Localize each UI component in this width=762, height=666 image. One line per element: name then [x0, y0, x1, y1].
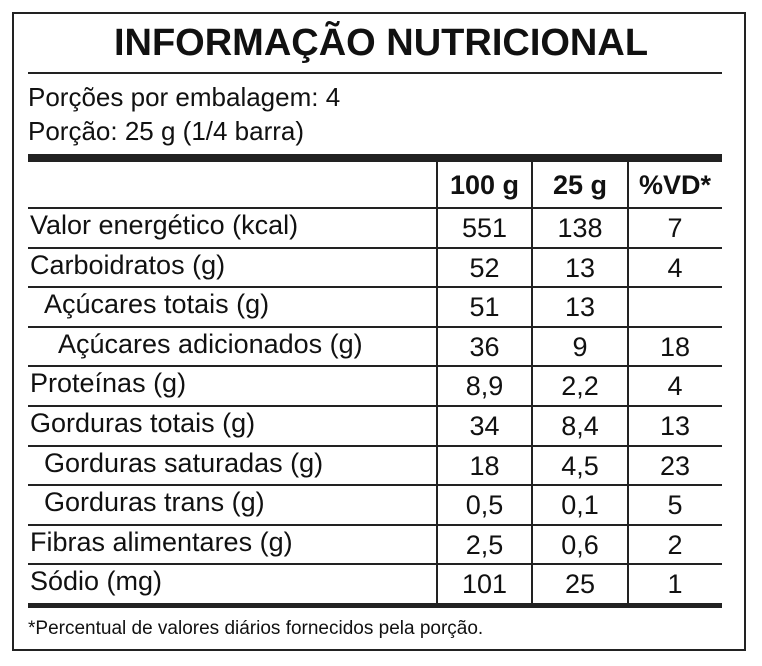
- nutrient-value: 23: [659, 450, 691, 481]
- nutrient-value: 4: [667, 371, 683, 402]
- col-line: [436, 162, 438, 604]
- nutrient-value: 4: [667, 252, 683, 283]
- col-line: [627, 162, 629, 604]
- nutrient-value: 9: [572, 331, 588, 362]
- nutrient-label: Gorduras totais (g): [30, 408, 256, 438]
- nutrient-label: Açúcares totais (g): [44, 289, 270, 320]
- nutrient-label: Açúcares adicionados (g): [58, 328, 363, 359]
- row-line: [28, 286, 722, 289]
- nutrient-value: 51: [469, 292, 500, 323]
- nutrient-value: 2: [667, 529, 683, 560]
- nutrient-value: 0,5: [465, 490, 504, 521]
- row-line: [28, 444, 722, 447]
- col-line: [531, 162, 533, 604]
- serving-size: Porção: 25 g (1/4 barra): [28, 116, 305, 146]
- nutrient-value: 34: [469, 411, 500, 441]
- nutrient-value: 8,4: [561, 411, 599, 441]
- nutrient-value: 7: [667, 213, 683, 243]
- nutrient-value: 4,5: [561, 450, 599, 481]
- nutrient-label: Valor energético (kcal): [30, 210, 299, 240]
- nutrient-value: 13: [564, 252, 596, 283]
- nutrient-value: 2,5: [465, 529, 504, 560]
- nutrient-label: Carboidratos (g): [30, 249, 226, 280]
- nutrient-value: 138: [557, 213, 603, 243]
- nutrient-label: Sódio (mg): [30, 566, 163, 597]
- nutrient-value: 52: [469, 252, 500, 283]
- column-header: 100 g: [449, 170, 520, 200]
- nutrient-value: 25: [564, 569, 596, 600]
- nutrient-value: 1: [667, 569, 683, 600]
- thick-rule: [28, 603, 722, 608]
- nutrient-value: 8,9: [465, 371, 504, 402]
- footnote: *Percentual de valores diários fornecido…: [28, 618, 484, 639]
- nutrient-value: 0,6: [561, 529, 599, 560]
- row-line: [28, 405, 722, 407]
- row-line: [28, 246, 722, 249]
- thick-rule: [28, 154, 722, 162]
- column-header: 25 g: [552, 170, 608, 200]
- frame: [12, 12, 746, 651]
- nutrient-value: 551: [461, 213, 508, 243]
- nutrient-value: 13: [659, 411, 691, 441]
- row-line: [28, 365, 722, 368]
- row-line: [28, 563, 722, 566]
- nutrient-label: Fibras alimentares (g): [30, 526, 293, 557]
- nutrient-value: 36: [469, 331, 500, 362]
- nutrient-label: Gorduras trans (g): [44, 487, 265, 518]
- rule: [28, 72, 722, 74]
- nutrient-value: 18: [469, 450, 500, 481]
- nutrient-value: 0,1: [561, 490, 599, 521]
- nutrient-label: Gorduras saturadas (g): [44, 447, 324, 478]
- row-line: [28, 484, 722, 487]
- row-line: [28, 325, 722, 328]
- nutrient-value: 13: [564, 292, 596, 323]
- title: INFORMAÇÃO NUTRICIONAL: [113, 22, 649, 64]
- row-line: [28, 207, 722, 209]
- nutrient-value: 2,2: [561, 371, 599, 402]
- servings-per-pack: Porções por embalagem: 4: [28, 82, 341, 112]
- row-line: [28, 523, 722, 526]
- nutrient-label: Proteínas (g): [30, 368, 187, 399]
- nutrient-value: 5: [667, 490, 683, 521]
- column-header: %VD*: [638, 170, 712, 200]
- nutrient-value: 101: [461, 569, 508, 600]
- nutrient-value: 18: [659, 331, 691, 362]
